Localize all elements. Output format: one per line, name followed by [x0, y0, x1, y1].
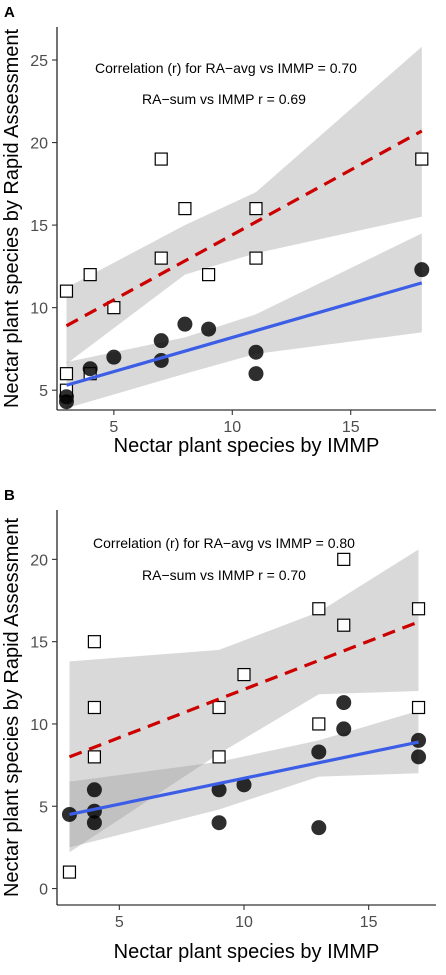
point-square-b-12 [411, 602, 426, 616]
x-tick-label-b-10: 10 [235, 914, 253, 931]
point-circle-a-6 [153, 333, 169, 349]
point-circle-b-2 [86, 782, 102, 798]
x-tick-label-a-15: 15 [342, 419, 360, 436]
point-square-a-7 [154, 152, 168, 166]
x-axis-title-a: Nectar plant species by IMMP [114, 435, 380, 457]
x-tick-label-a-10: 10 [223, 419, 241, 436]
y-tick-label-a-10: 10 [30, 301, 48, 318]
confidence-band-a-1 [66, 46, 422, 364]
x-tick-label-b-15: 15 [360, 914, 378, 931]
point-circle-a-9 [248, 344, 264, 360]
point-square-a-4 [83, 268, 97, 282]
correlation-annotation-b-2: RA−sum vs IMMP r = 0.70 [142, 567, 306, 583]
point-square-b-4 [87, 750, 102, 764]
point-square-a-13 [415, 152, 429, 166]
point-square-b-5 [212, 700, 226, 715]
y-tick-label-a-20: 20 [30, 136, 48, 153]
y-tick-label-b-15: 15 [30, 635, 48, 652]
point-circle-b-10 [336, 695, 352, 711]
point-circle-b-5 [211, 782, 227, 798]
y-tick-label-b-20: 20 [30, 552, 48, 569]
point-circle-a-8 [201, 321, 217, 337]
x-tick-label-b-5: 5 [115, 914, 124, 931]
solid-fit-line-a [66, 281, 423, 387]
panel-label-a: A [4, 4, 15, 21]
correlation-annotation-a-2: RA−sum vs IMMP r = 0.69 [142, 91, 306, 107]
point-square-a-9 [178, 201, 192, 216]
point-circle-a-4 [106, 349, 122, 365]
point-square-b-7 [237, 667, 251, 682]
y-axis-title-b: Nectar plant species by Rapid Assessment [1, 518, 23, 898]
correlation-annotation-a-1: Correlation (r) for RA−avg vs IMMP = 0.7… [95, 60, 357, 76]
dashed-fit-line-a [65, 129, 423, 328]
point-circle-b-4 [86, 815, 102, 831]
x-tick-label-a-5: 5 [109, 419, 118, 436]
point-square-a-2 [59, 367, 74, 381]
point-square-a-10 [202, 268, 216, 282]
panel-label-b: B [4, 487, 15, 504]
point-square-a-8 [154, 251, 168, 265]
point-circle-b-7 [236, 777, 252, 793]
correlation-annotation-b-1: Correlation (r) for RA−avg vs IMMP = 0.8… [93, 535, 355, 551]
point-circle-b-9 [311, 820, 327, 836]
point-square-b-11 [337, 618, 351, 632]
point-circle-b-13 [411, 749, 427, 765]
point-circle-b-12 [411, 732, 427, 748]
panel-b-plot: 5 10 15 0 5 10 15 20 Nectar plant species by IMM… [1, 510, 436, 963]
point-square-b-10 [337, 552, 351, 566]
point-circle-b-11 [336, 721, 352, 737]
y-tick-label-b-10: 10 [30, 717, 48, 734]
y-tick-label-b-0: 0 [39, 882, 48, 899]
point-square-b-6 [212, 750, 226, 764]
y-axis-title-a: Nectar plant species by Rapid Assessment [1, 29, 23, 409]
point-circle-a-2 [58, 389, 74, 405]
y-tick-label-a-15: 15 [30, 218, 48, 235]
point-square-b-1 [62, 865, 77, 879]
point-square-b-8 [312, 602, 326, 616]
point-square-b-9 [312, 717, 326, 731]
solid-fit-line-b [69, 740, 419, 817]
y-tick-label-a-25: 25 [30, 53, 48, 70]
confidence-band-b-1 [69, 549, 419, 853]
panel-a-plot: 5 10 15 5 10 15 20 25 Nectar plant species by IM… [1, 27, 436, 457]
y-tick-label-b-5: 5 [39, 799, 48, 816]
point-circle-a-11 [414, 262, 430, 278]
point-circle-a-3 [82, 361, 98, 377]
point-square-b-2 [87, 635, 102, 649]
x-axis-title-b: Nectar plant species by IMMP [114, 941, 380, 963]
point-square-b-13 [411, 700, 426, 715]
point-square-a-11 [249, 201, 263, 216]
point-circle-a-10 [248, 366, 264, 382]
point-circle-a-7 [177, 316, 193, 332]
point-square-b-3 [87, 700, 102, 715]
point-square-a-12 [249, 251, 263, 265]
point-circle-b-8 [311, 744, 327, 760]
point-square-a-1 [59, 284, 74, 298]
y-tick-label-a-5: 5 [39, 383, 48, 400]
point-circle-b-6 [211, 815, 227, 831]
